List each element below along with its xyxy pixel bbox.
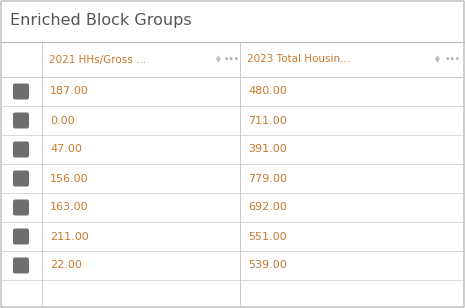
FancyBboxPatch shape [13, 171, 29, 187]
Text: Enriched Block Groups: Enriched Block Groups [10, 14, 192, 29]
Text: •••: ••• [445, 55, 461, 64]
Text: 22.00: 22.00 [50, 261, 82, 270]
Text: 2023 Total Housin...: 2023 Total Housin... [247, 55, 350, 64]
Text: 539.00: 539.00 [248, 261, 287, 270]
Text: •••: ••• [224, 55, 240, 64]
Text: 211.00: 211.00 [50, 232, 89, 241]
Text: 0.00: 0.00 [50, 116, 74, 125]
FancyBboxPatch shape [13, 141, 29, 157]
Text: 156.00: 156.00 [50, 173, 89, 184]
Text: 480.00: 480.00 [248, 87, 287, 96]
FancyBboxPatch shape [13, 257, 29, 274]
Text: ▲: ▲ [435, 55, 439, 60]
Text: 187.00: 187.00 [50, 87, 89, 96]
FancyBboxPatch shape [13, 112, 29, 128]
Text: 2021 HHs/Gross ...: 2021 HHs/Gross ... [49, 55, 146, 64]
Text: 47.00: 47.00 [50, 144, 82, 155]
FancyBboxPatch shape [13, 83, 29, 99]
Text: ▲: ▲ [216, 55, 220, 60]
Text: 779.00: 779.00 [248, 173, 287, 184]
Text: 163.00: 163.00 [50, 202, 89, 213]
FancyBboxPatch shape [13, 229, 29, 245]
Text: 711.00: 711.00 [248, 116, 287, 125]
Text: 692.00: 692.00 [248, 202, 287, 213]
Text: 551.00: 551.00 [248, 232, 286, 241]
Text: ▼: ▼ [435, 59, 439, 63]
FancyBboxPatch shape [13, 200, 29, 216]
Text: ▼: ▼ [216, 59, 220, 63]
Text: 391.00: 391.00 [248, 144, 287, 155]
